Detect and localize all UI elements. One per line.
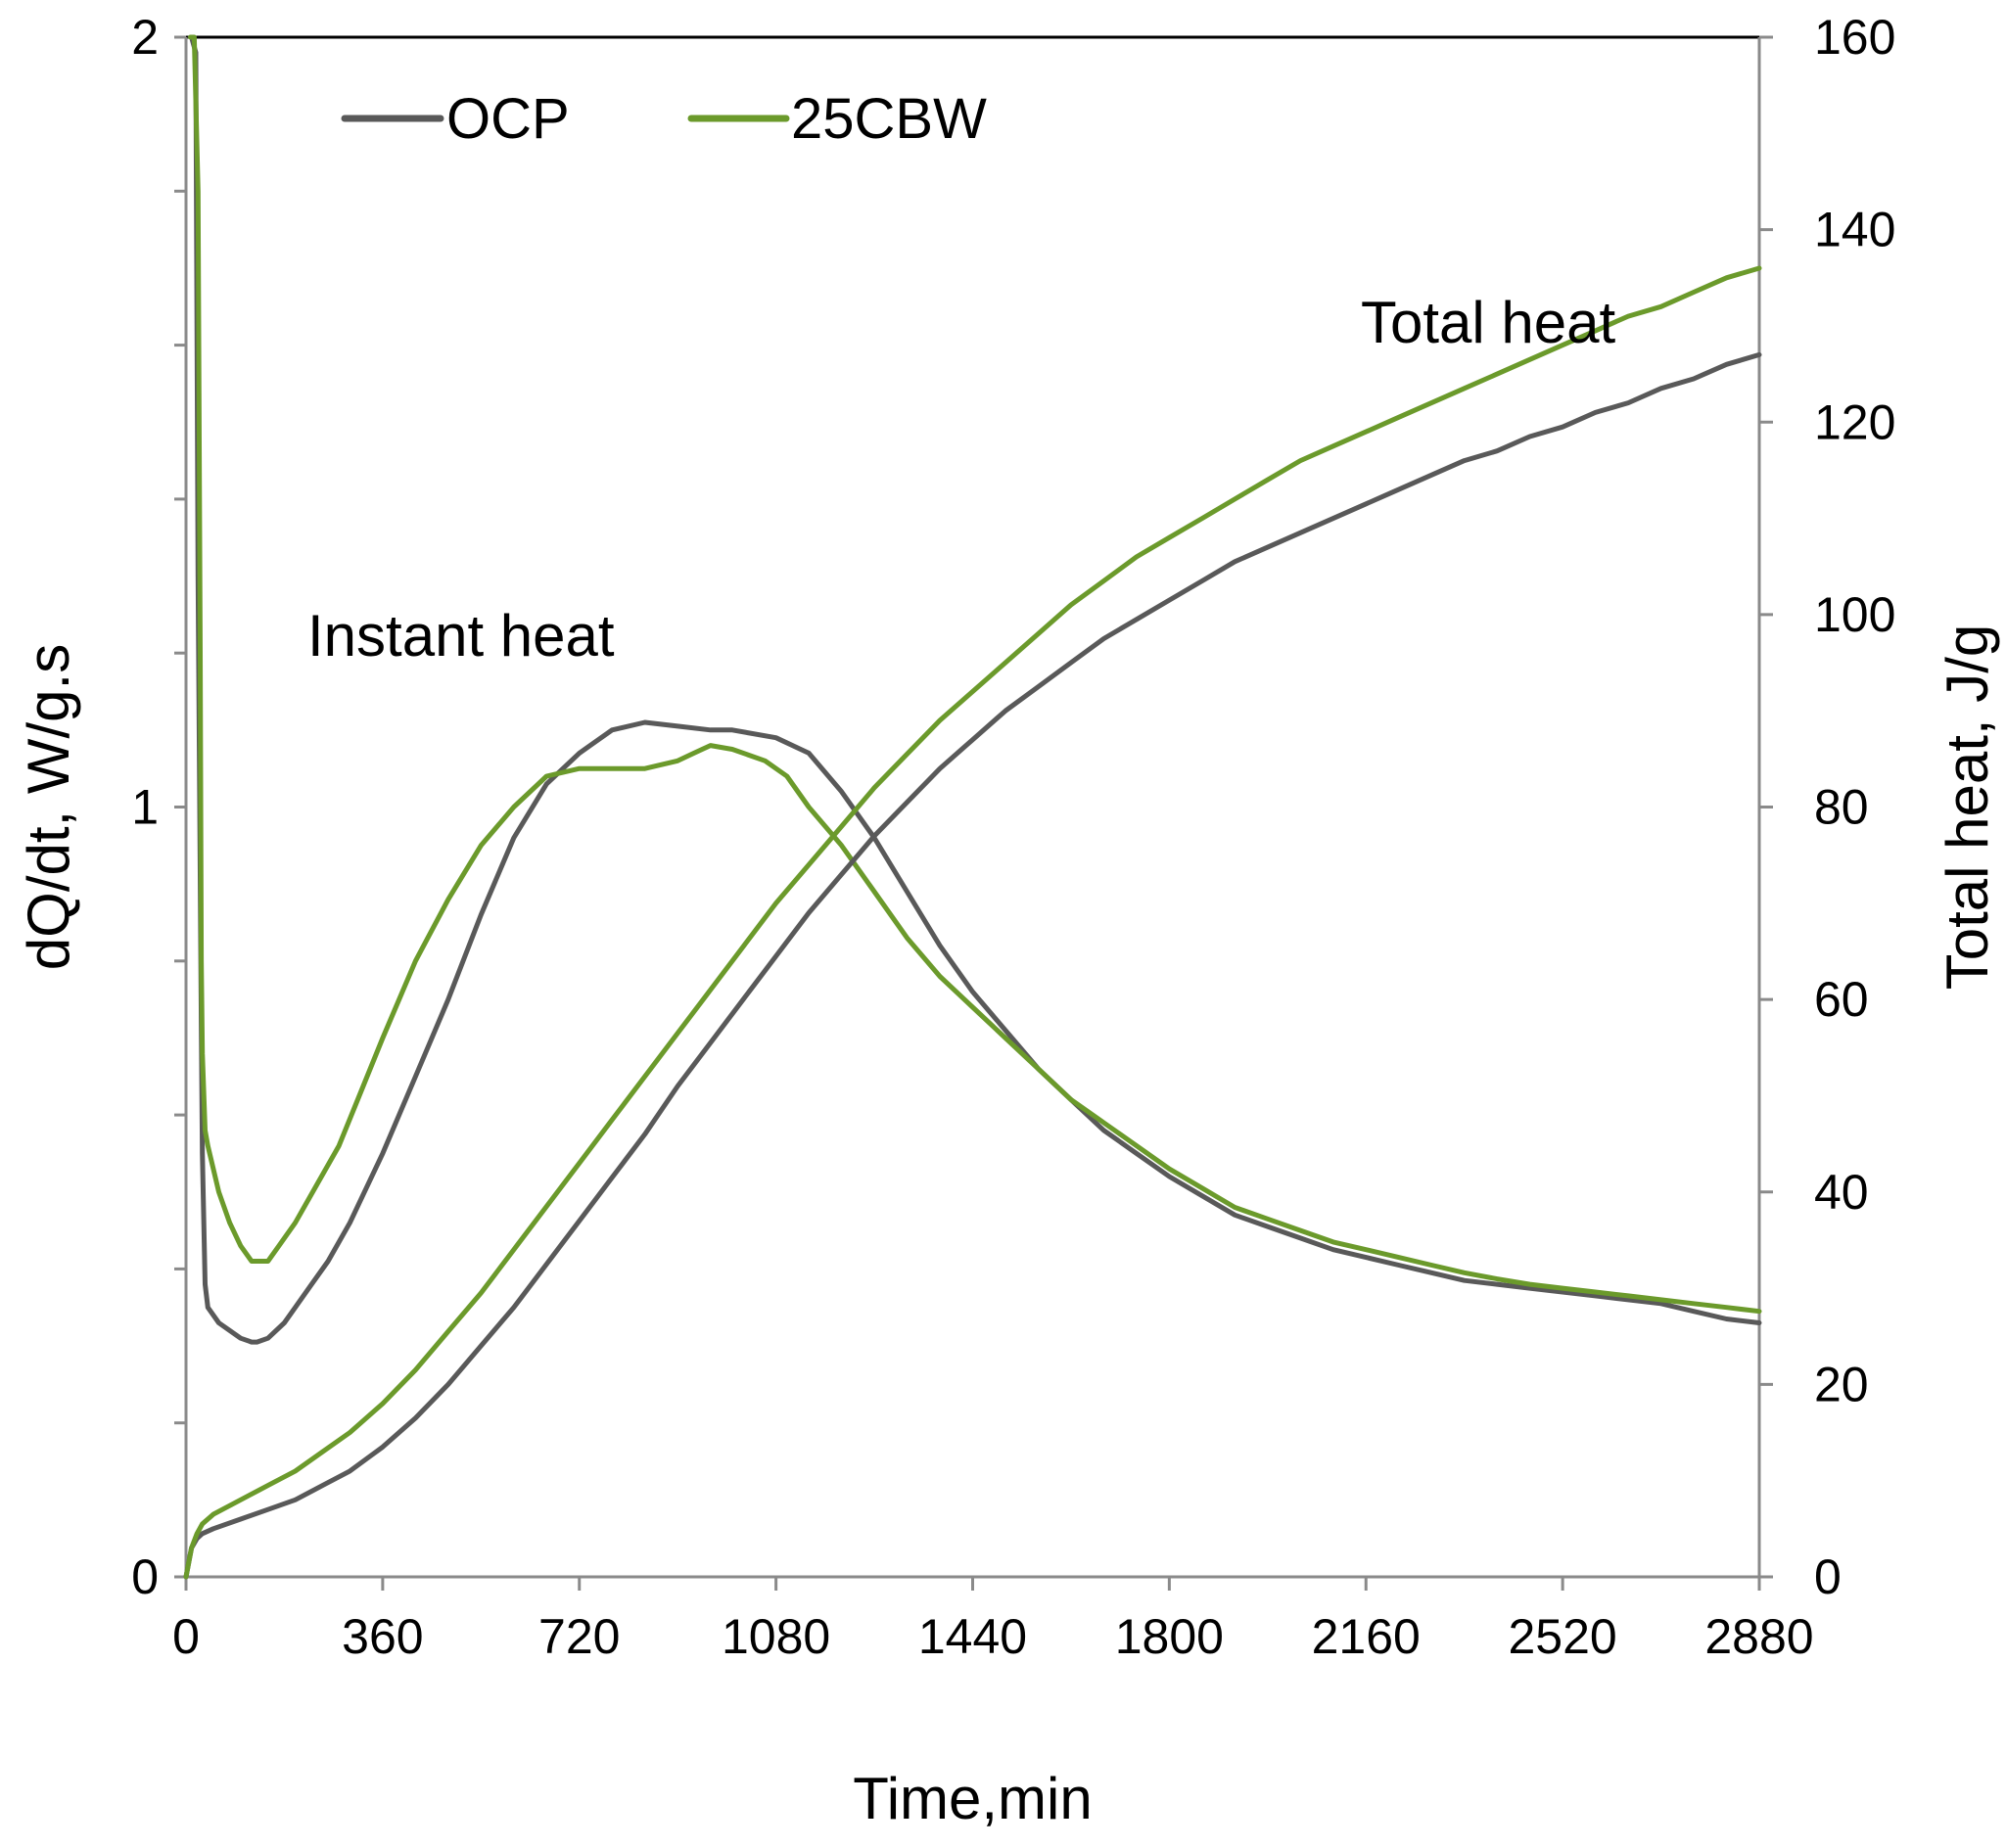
series-line-25cbw-total (183, 265, 1762, 1580)
right-y-tick-label: 140 (1814, 203, 1895, 257)
right-y-tick-label: 60 (1814, 972, 1869, 1027)
right-y-axis-title: Total heat, J/g (1935, 624, 2000, 991)
x-axis-title: Time,min (853, 1766, 1092, 1831)
x-tick-label: 2160 (1312, 1609, 1421, 1664)
right-y-tick-label: 80 (1814, 780, 1869, 835)
right-y-ticks: 0 20 40 60 80 100 120 140 160 (1759, 10, 1895, 1604)
annotation-total-heat: Total heat (1361, 290, 1616, 355)
left-y-ticks: 0 1 2 (131, 10, 186, 1604)
annotation-instant-heat: Instant heat (307, 603, 615, 669)
right-y-tick-label: 100 (1814, 587, 1895, 642)
legend: OCP 25CBW (341, 87, 987, 151)
x-tick-label: 1800 (1115, 1609, 1224, 1664)
left-y-tick-label: 0 (131, 1549, 159, 1604)
series-layer (183, 34, 1762, 1580)
x-tick-label: 1080 (722, 1609, 830, 1664)
right-y-tick-label: 0 (1814, 1549, 1842, 1604)
legend-label-25cbw: 25CBW (791, 87, 987, 151)
x-tick-label: 2520 (1509, 1609, 1617, 1664)
plot-area (184, 35, 1761, 1579)
left-y-tick-label: 1 (131, 780, 159, 835)
left-y-axis-title: dQ/dt, W/g.s (16, 644, 81, 970)
x-tick-label: 360 (342, 1609, 423, 1664)
x-tick-label: 720 (538, 1609, 620, 1664)
right-y-tick-label: 20 (1814, 1357, 1869, 1411)
legend-label-ocp: OCP (446, 87, 570, 151)
left-y-tick-label: 2 (131, 10, 159, 65)
x-tick-label: 0 (172, 1609, 200, 1664)
x-ticks: 0 360 720 1080 1440 1800 2160 2520 2880 (172, 1577, 1814, 1664)
right-y-tick-label: 40 (1814, 1165, 1869, 1220)
series-line-25cbw-instant (188, 34, 1762, 1315)
x-tick-label: 1440 (918, 1609, 1027, 1664)
series-line-ocp-total (183, 351, 1762, 1580)
right-y-tick-label: 160 (1814, 10, 1895, 65)
series-line-ocp-instant (189, 34, 1762, 1345)
x-tick-label: 2880 (1704, 1609, 1813, 1664)
right-y-tick-label: 120 (1814, 394, 1895, 449)
